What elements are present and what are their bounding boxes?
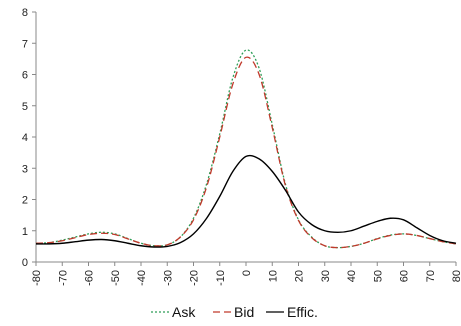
x-tick-label: -80 xyxy=(31,270,43,286)
y-tick-label: 6 xyxy=(22,70,28,82)
x-tick-label: 0 xyxy=(241,270,253,276)
y-tick-label: 1 xyxy=(22,226,28,238)
y-tick-label: 5 xyxy=(22,101,28,113)
y-tick-label: 2 xyxy=(22,195,28,207)
y-tick-label: 3 xyxy=(22,163,28,175)
series-line-effic xyxy=(35,154,457,248)
x-tick-label: 60 xyxy=(399,270,411,282)
x-tick-label: -10 xyxy=(215,270,227,286)
x-tick-label: -40 xyxy=(136,270,148,286)
x-tick-label: -30 xyxy=(162,270,174,286)
legend-label: Ask xyxy=(172,304,196,320)
x-tick-label: 80 xyxy=(451,270,461,282)
x-tick-label: -60 xyxy=(84,270,96,286)
x-tick-label: -50 xyxy=(110,270,122,286)
series-line-bid xyxy=(35,56,457,249)
legend-label: Effic. xyxy=(287,304,318,320)
legend-label: Bid xyxy=(234,304,254,320)
x-tick-label: 20 xyxy=(294,270,306,282)
x-tick-label: 50 xyxy=(372,270,384,282)
y-tick-label: 8 xyxy=(22,7,28,19)
x-tick-label: 40 xyxy=(346,270,358,282)
y-tick-label: 0 xyxy=(22,257,28,269)
x-tick-label: 70 xyxy=(425,270,437,282)
x-tick-label: -20 xyxy=(189,270,201,286)
axes-layer: 0 1 2 3 4 5 6 7 8 -80 -70 -60 -50 -40 -30 -20 -10 0 10 20 30… xyxy=(22,7,461,286)
x-tick-label: 10 xyxy=(267,270,279,282)
y-tick-label: 7 xyxy=(22,38,28,50)
legend: Ask Bid Effic. xyxy=(151,304,318,320)
y-tick-label: 4 xyxy=(22,132,28,144)
series-layer xyxy=(35,49,457,249)
x-tick-label: -70 xyxy=(57,270,69,286)
x-tick-label: 30 xyxy=(320,270,332,282)
